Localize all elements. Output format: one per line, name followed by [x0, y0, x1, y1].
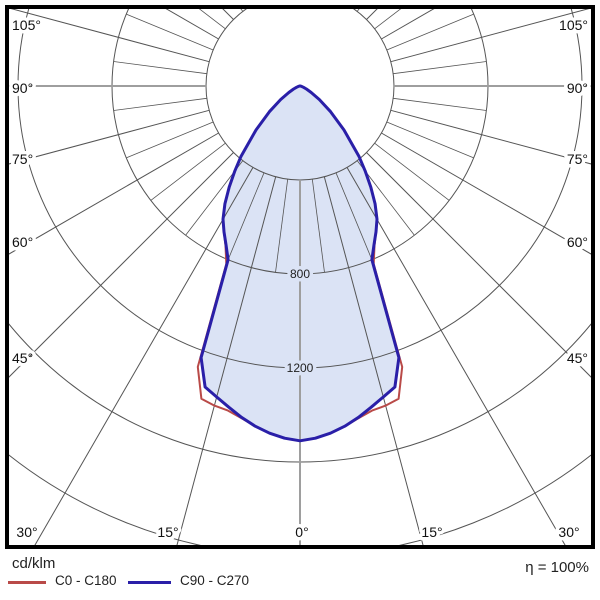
angle-line-60 — [381, 132, 591, 255]
angle-label-15: 15° — [157, 524, 178, 540]
units-label: cd/klm — [12, 555, 56, 572]
angle-label-105: 105° — [12, 17, 41, 33]
angle-label-105: 105° — [559, 17, 588, 33]
angle-tick-292.5 — [126, 121, 214, 159]
c0-c180-line-swatch — [8, 580, 46, 584]
angle-label-60: 60° — [12, 234, 33, 250]
ring-label-800: 800 — [290, 267, 310, 281]
angle-line-45 — [366, 152, 591, 378]
angle-line-15 — [323, 176, 424, 545]
angle-label-90: 90° — [567, 80, 588, 96]
angle-line-285 — [9, 109, 210, 165]
angle-tick-52.5 — [374, 142, 450, 201]
angle-tick-97.5 — [393, 61, 487, 75]
angle-tick-232.5 — [198, 9, 226, 30]
angle-line-300 — [9, 132, 219, 255]
angle-tick-277.5 — [113, 97, 207, 111]
angle-label-30: 30° — [16, 524, 37, 540]
c90-c270-line-swatch — [128, 580, 171, 584]
angle-label-45: 45° — [12, 350, 33, 366]
angle-tick-127.5 — [374, 9, 402, 30]
angle-tick-307.5 — [150, 142, 226, 201]
angle-label-60: 60° — [567, 234, 588, 250]
angle-tick-112.5 — [386, 13, 474, 51]
angle-tick-82.5 — [393, 97, 487, 111]
angle-label-45: 45° — [567, 350, 588, 366]
angle-line-210 — [0, 0, 253, 5]
angle-line-30 — [346, 167, 566, 545]
legend-label-c90-c270: C90 - C270 — [180, 573, 250, 588]
angle-line-150 — [347, 0, 600, 5]
angle-line-105 — [390, 9, 590, 63]
angle-label-0: 0° — [295, 524, 308, 540]
angle-label-90: 90° — [12, 80, 33, 96]
legend: cd/klm C0 - C180 C90 - C270 η = 100% — [0, 552, 600, 600]
legend-label-c0-c180: C0 - C180 — [55, 573, 117, 588]
plot-border — [5, 5, 595, 549]
angle-label-75: 75° — [567, 151, 588, 167]
angle-tick-262.5 — [113, 61, 207, 75]
angle-line-255 — [10, 9, 210, 63]
ring-label-1200: 1200 — [287, 361, 314, 375]
legend-item-c90-c270: C90 - C270 — [128, 573, 250, 589]
angle-label-15: 15° — [421, 524, 442, 540]
angle-tick-352.5 — [275, 179, 289, 273]
angle-line-315 — [9, 152, 234, 378]
efficiency-label: η = 100% — [525, 559, 589, 576]
angle-line-330 — [34, 167, 254, 545]
photometric-polar-chart: 800 1200 105° 90° 75° 60° 45° 30° 15° 0° 15° 30° 45°… — [0, 0, 600, 549]
angle-tick-247.5 — [126, 13, 214, 51]
angle-line-345 — [176, 176, 277, 545]
angle-label-75: 75° — [12, 151, 33, 167]
angle-line-75 — [390, 109, 591, 165]
legend-item-c0-c180: C0 - C180 — [8, 573, 117, 589]
angle-label-30: 30° — [558, 524, 579, 540]
angle-tick-67.5 — [386, 121, 474, 159]
angle-tick-7.5 — [311, 179, 325, 273]
angle-tick-22.5 — [335, 172, 373, 260]
plot-area: 800 1200 105° 90° 75° 60° 45° 30° 15° 0° 15° 30° 45°… — [0, 0, 600, 545]
series-c90-c270-curve — [199, 84, 401, 443]
angle-tick-337.5 — [227, 172, 265, 260]
